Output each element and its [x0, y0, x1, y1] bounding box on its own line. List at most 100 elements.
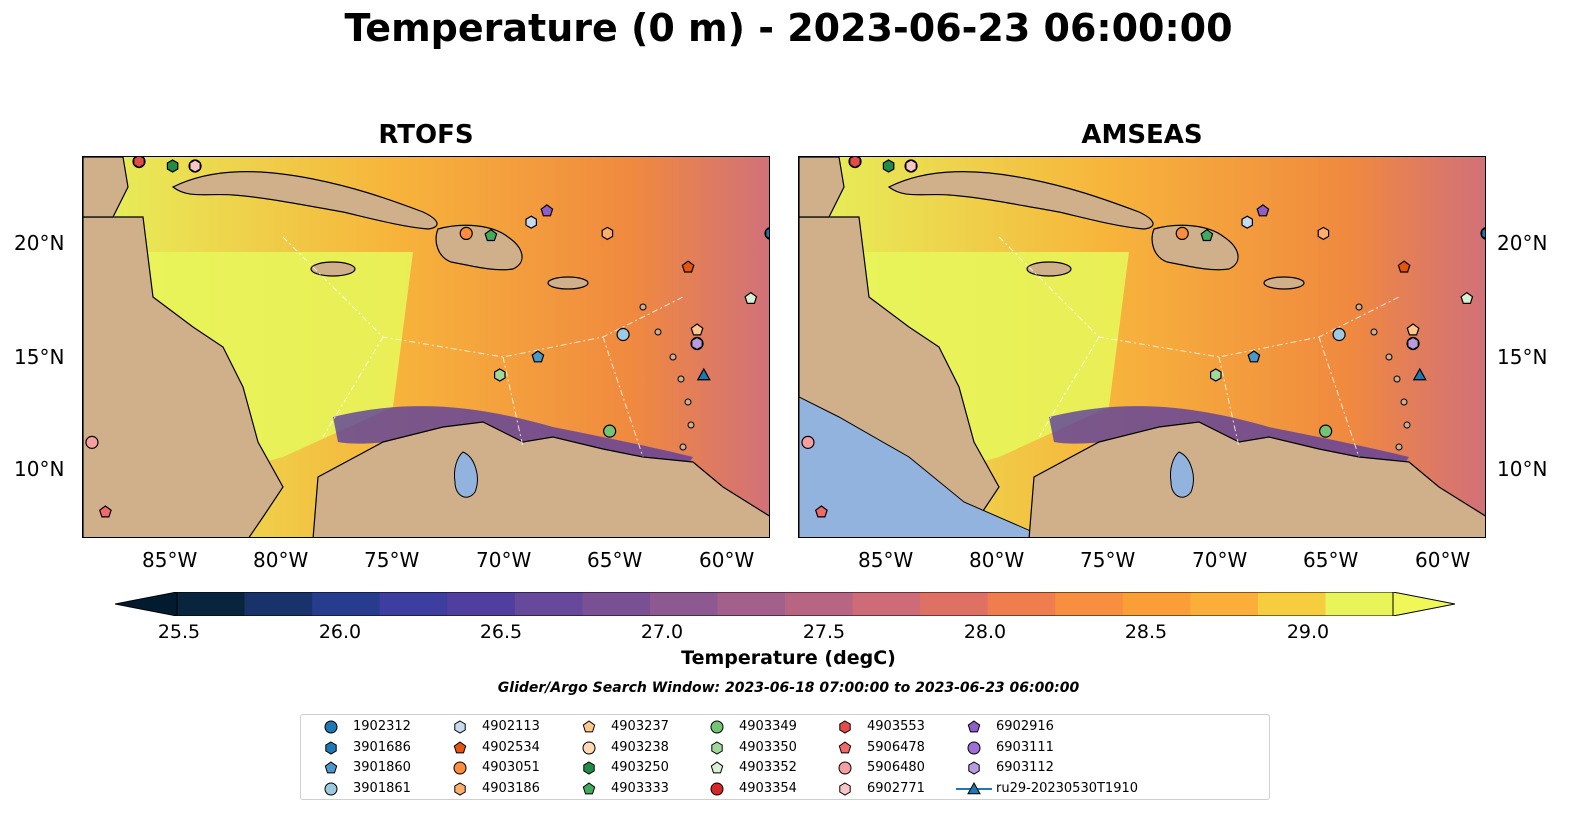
legend-marker-icon [956, 781, 992, 794]
lesser-antilles-island [687, 421, 695, 429]
float-marker [1481, 227, 1485, 239]
lesser-antilles-island [1370, 328, 1378, 336]
colorbar-segment [514, 592, 583, 616]
map-amseas[interactable] [798, 156, 1486, 538]
float-marker [1256, 204, 1270, 217]
colorbar-segment [852, 592, 921, 616]
legend-label: 4903238 [611, 739, 669, 755]
legend-marker-icon [583, 761, 595, 775]
colorbar-segment [244, 592, 313, 616]
puerto-rico-land [547, 276, 589, 290]
colorbar-segment [447, 592, 516, 616]
float-marker [814, 505, 828, 518]
lesser-antilles-island [684, 398, 692, 406]
float-marker [601, 226, 614, 241]
float-marker [1210, 368, 1222, 382]
colorbar-tick-label: 28.5 [1124, 621, 1168, 643]
legend-marker-icon [453, 740, 467, 753]
legend-label: 6902916 [996, 719, 1054, 734]
lesser-antilles-island [1385, 353, 1393, 361]
float-marker [525, 215, 537, 229]
legend-marker-icon [838, 740, 852, 753]
lesser-antilles-island [1395, 443, 1403, 451]
yucatan-land [83, 157, 129, 218]
legend-marker-icon [582, 781, 596, 794]
panel-title-amseas: AMSEAS [1081, 120, 1203, 150]
lat-label: 20°N [1497, 231, 1548, 255]
eez-boundary-lines [998, 236, 1400, 458]
cuba-land [171, 171, 438, 230]
central-america-land [83, 216, 284, 537]
legend-label: 4903352 [739, 760, 797, 775]
float-marker [849, 157, 861, 169]
lat-label: 10°N [14, 457, 65, 481]
legend-marker-icon [967, 720, 981, 733]
colorbar-min-extension [115, 592, 178, 616]
legend-marker-icon [582, 720, 596, 733]
float-marker [189, 159, 201, 173]
map-rtofs[interactable] [82, 156, 770, 538]
colorbar-segment [177, 592, 246, 616]
legend-label: 6903111 [996, 739, 1054, 755]
lon-label: 65°W [1303, 548, 1359, 572]
float-marker [1175, 226, 1189, 241]
lesser-antilles-island [677, 375, 685, 383]
colorbar-segment [920, 592, 989, 616]
colorbar-segment [312, 592, 381, 616]
legend: 1902312 3901686 3901860 3901861 4902113 49025… [300, 714, 1270, 800]
colorbar-tick-label: 29.0 [1286, 621, 1330, 643]
float-marker [1412, 367, 1427, 381]
legend-label: 3901686 [353, 739, 411, 755]
lat-label: 20°N [14, 231, 65, 255]
colorbar-segment [379, 592, 448, 616]
lat-label: 10°N [1497, 457, 1548, 481]
colorbar-outline [176, 592, 1394, 616]
panel-title-rtofs: RTOFS [378, 120, 474, 150]
legend-label: 3901861 [353, 780, 411, 796]
lesser-antilles-island [1393, 375, 1401, 383]
lon-label: 60°W [699, 548, 755, 572]
hispaniola-land [435, 224, 523, 271]
lat-label: 15°N [14, 345, 65, 369]
legend-marker-icon [839, 720, 851, 734]
float-marker [1241, 215, 1253, 229]
lon-label: 70°W [1192, 548, 1248, 572]
float-marker [1406, 323, 1420, 336]
cuba-land [887, 171, 1154, 230]
legend-marker-icon [454, 720, 466, 734]
legend-label: 4903350 [739, 739, 797, 755]
map-svg [799, 157, 1485, 537]
float-marker [166, 159, 179, 173]
pacific-ocean [799, 396, 1046, 537]
lon-label: 80°W [253, 548, 309, 572]
figure-title: Temperature (0 m) - 2023-06-23 06:00:00 [344, 6, 1233, 50]
lesser-antilles-island [1400, 398, 1408, 406]
lesser-antilles-island [639, 303, 647, 311]
legend-marker-icon [710, 782, 724, 795]
colorbar-max-extension [1392, 592, 1455, 616]
legend-marker-icon [324, 782, 338, 795]
legend-label: 4903250 [611, 760, 669, 775]
float-marker [1397, 260, 1411, 273]
colorbar-segment [1055, 592, 1124, 616]
float-marker [690, 323, 704, 336]
legend-label: 6903112 [996, 760, 1054, 775]
lake-maracaibo [1170, 451, 1194, 498]
legend-marker-icon [968, 761, 980, 775]
legend-marker-icon [838, 761, 852, 775]
legend-label: 6902771 [867, 780, 925, 796]
float-marker [133, 157, 145, 169]
legend-marker-icon [324, 761, 338, 774]
colorbar-tick-label: 27.0 [640, 621, 684, 643]
jamaica-land [310, 261, 356, 277]
colorbar [115, 592, 1455, 616]
lon-label: 70°W [476, 548, 532, 572]
lon-label: 65°W [587, 548, 643, 572]
legend-marker-icon [324, 720, 338, 734]
float-marker [1319, 424, 1333, 438]
float-marker [484, 228, 498, 242]
float-marker [531, 350, 545, 363]
hispaniola-land [1151, 224, 1239, 271]
float-marker [882, 159, 895, 173]
float-marker [1247, 350, 1261, 363]
